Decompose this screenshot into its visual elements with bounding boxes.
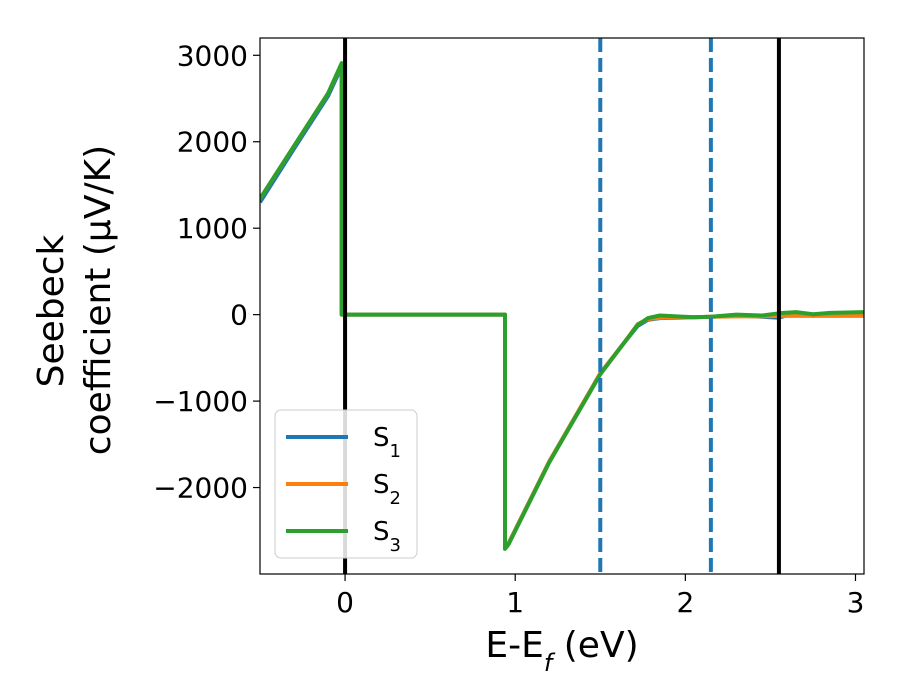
- y-axis-title-line2: coefficient (μV/K): [78, 145, 119, 455]
- plot-frame: [259, 37, 865, 575]
- legend: S1 S2 S3: [274, 409, 418, 559]
- legend-label-s3: S3: [373, 517, 401, 556]
- plot-area: [260, 38, 864, 574]
- y-tick-label: 3000: [177, 39, 248, 72]
- y-tick-label: 2000: [177, 126, 248, 159]
- y-axis-title-line1: Seebeck: [31, 234, 72, 387]
- x-tick-label: 3: [847, 586, 865, 619]
- y-tick-label: 0: [230, 299, 248, 332]
- y-tick-label: 1000: [177, 212, 248, 245]
- legend-label-s2: S2: [373, 470, 401, 509]
- y-tick-label: −1000: [153, 385, 248, 418]
- y-tick-label: −2000: [153, 472, 248, 505]
- legend-label-s1: S1: [373, 423, 401, 462]
- x-axis: 0 1 2 3: [336, 574, 864, 619]
- x-tick-label: 1: [506, 586, 524, 619]
- x-axis-title: E-Ef (eV): [485, 625, 638, 677]
- y-axis: −2000 −1000 0 1000 2000 3000: [153, 39, 260, 505]
- x-tick-label: 2: [676, 586, 694, 619]
- series-line-s3: [260, 61, 864, 551]
- x-tick-label: 0: [336, 586, 354, 619]
